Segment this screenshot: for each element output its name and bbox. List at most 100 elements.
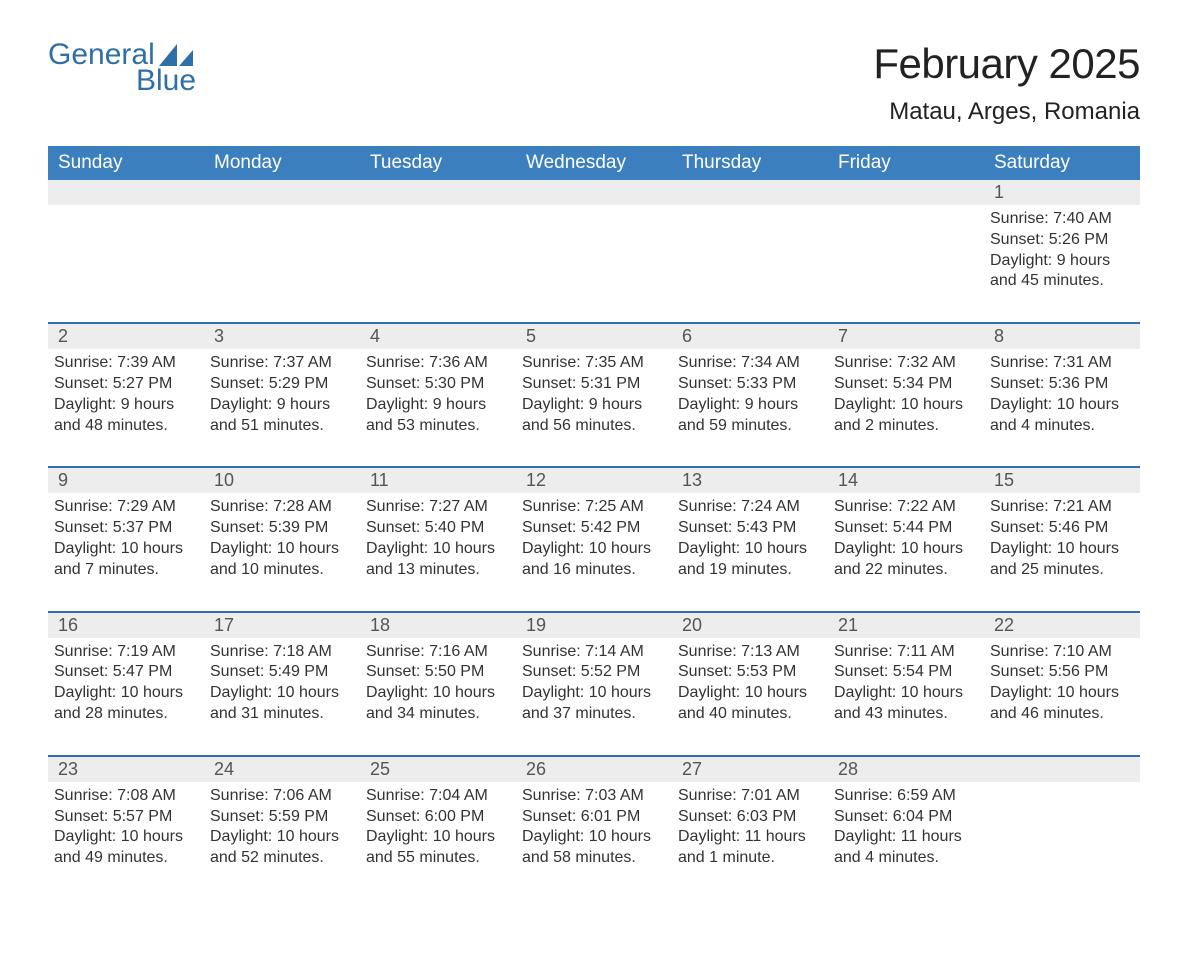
- day-cell: Sunrise: 7:10 AMSunset: 5:56 PMDaylight:…: [984, 638, 1140, 756]
- sunrise-text: Sunrise: 7:35 AM: [522, 353, 666, 374]
- calendar-table: SundayMondayTuesdayWednesdayThursdayFrid…: [48, 146, 1140, 899]
- day-info: Sunrise: 7:06 AMSunset: 5:59 PMDaylight:…: [210, 782, 354, 869]
- day-number: 15: [984, 467, 1140, 493]
- day-number: 4: [360, 323, 516, 349]
- day-cell: Sunrise: 7:40 AMSunset: 5:26 PMDaylight:…: [984, 205, 1140, 323]
- sunrise-text: Sunrise: 7:39 AM: [54, 353, 198, 374]
- day-cell: Sunrise: 7:14 AMSunset: 5:52 PMDaylight:…: [516, 638, 672, 756]
- day-number: 1: [984, 180, 1140, 205]
- day-cell: Sunrise: 7:24 AMSunset: 5:43 PMDaylight:…: [672, 493, 828, 611]
- day-cell: Sunrise: 7:27 AMSunset: 5:40 PMDaylight:…: [360, 493, 516, 611]
- daylight-text: Daylight: 9 hours and 53 minutes.: [366, 395, 510, 437]
- sunset-text: Sunset: 5:29 PM: [210, 374, 354, 395]
- sunset-text: Sunset: 5:43 PM: [678, 518, 822, 539]
- sunset-text: Sunset: 5:37 PM: [54, 518, 198, 539]
- day-number: 22: [984, 612, 1140, 638]
- day-number: 20: [672, 612, 828, 638]
- sunrise-text: Sunrise: 7:34 AM: [678, 353, 822, 374]
- day-cell: Sunrise: 7:37 AMSunset: 5:29 PMDaylight:…: [204, 349, 360, 467]
- sunset-text: Sunset: 5:34 PM: [834, 374, 978, 395]
- daylight-text: Daylight: 10 hours and 43 minutes.: [834, 683, 978, 725]
- sunset-text: Sunset: 5:30 PM: [366, 374, 510, 395]
- brand-logo: General Blue: [48, 40, 196, 96]
- day-cell: Sunrise: 7:21 AMSunset: 5:46 PMDaylight:…: [984, 493, 1140, 611]
- sunrise-text: Sunrise: 7:04 AM: [366, 786, 510, 807]
- day-number: 19: [516, 612, 672, 638]
- sunset-text: Sunset: 6:01 PM: [522, 807, 666, 828]
- daylight-text: Daylight: 10 hours and 19 minutes.: [678, 539, 822, 581]
- day-cell: Sunrise: 7:06 AMSunset: 5:59 PMDaylight:…: [204, 782, 360, 899]
- empty-day-number: [204, 180, 360, 205]
- sunrise-text: Sunrise: 7:13 AM: [678, 642, 822, 663]
- day-cell: Sunrise: 7:35 AMSunset: 5:31 PMDaylight:…: [516, 349, 672, 467]
- day-info: Sunrise: 7:28 AMSunset: 5:39 PMDaylight:…: [210, 493, 354, 580]
- day-cell: Sunrise: 7:39 AMSunset: 5:27 PMDaylight:…: [48, 349, 204, 467]
- day-info: Sunrise: 7:27 AMSunset: 5:40 PMDaylight:…: [366, 493, 510, 580]
- empty-day-cell: [672, 205, 828, 323]
- day-info: Sunrise: 7:18 AMSunset: 5:49 PMDaylight:…: [210, 638, 354, 725]
- sunrise-text: Sunrise: 7:40 AM: [990, 209, 1134, 230]
- day-number: 26: [516, 756, 672, 782]
- day-number-row: 2345678: [48, 323, 1140, 349]
- sunrise-text: Sunrise: 7:19 AM: [54, 642, 198, 663]
- day-number: 23: [48, 756, 204, 782]
- sunset-text: Sunset: 5:44 PM: [834, 518, 978, 539]
- weekday-header-row: SundayMondayTuesdayWednesdayThursdayFrid…: [48, 146, 1140, 180]
- title-block: February 2025 Matau, Arges, Romania: [873, 40, 1140, 126]
- weekday-header: Monday: [204, 146, 360, 180]
- day-cell: Sunrise: 7:31 AMSunset: 5:36 PMDaylight:…: [984, 349, 1140, 467]
- sunrise-text: Sunrise: 7:27 AM: [366, 497, 510, 518]
- sunset-text: Sunset: 6:03 PM: [678, 807, 822, 828]
- sunrise-text: Sunrise: 7:28 AM: [210, 497, 354, 518]
- day-number: 2: [48, 323, 204, 349]
- calendar-page: General Blue February 2025 Matau, Arges,…: [0, 0, 1188, 959]
- weekday-header: Friday: [828, 146, 984, 180]
- day-number-row: 1: [48, 180, 1140, 205]
- daylight-text: Daylight: 10 hours and 22 minutes.: [834, 539, 978, 581]
- day-cell: Sunrise: 7:16 AMSunset: 5:50 PMDaylight:…: [360, 638, 516, 756]
- sunrise-text: Sunrise: 7:11 AM: [834, 642, 978, 663]
- location-subtitle: Matau, Arges, Romania: [873, 98, 1140, 126]
- daylight-text: Daylight: 10 hours and 2 minutes.: [834, 395, 978, 437]
- day-cell: Sunrise: 7:04 AMSunset: 6:00 PMDaylight:…: [360, 782, 516, 899]
- day-info: Sunrise: 6:59 AMSunset: 6:04 PMDaylight:…: [834, 782, 978, 869]
- sunset-text: Sunset: 5:59 PM: [210, 807, 354, 828]
- empty-day-number: [828, 180, 984, 205]
- day-number: 10: [204, 467, 360, 493]
- day-info-row: Sunrise: 7:40 AMSunset: 5:26 PMDaylight:…: [48, 205, 1140, 323]
- daylight-text: Daylight: 10 hours and 13 minutes.: [366, 539, 510, 581]
- day-number: 3: [204, 323, 360, 349]
- day-info: Sunrise: 7:40 AMSunset: 5:26 PMDaylight:…: [990, 205, 1134, 292]
- empty-day-cell: [516, 205, 672, 323]
- daylight-text: Daylight: 10 hours and 7 minutes.: [54, 539, 198, 581]
- sunset-text: Sunset: 5:42 PM: [522, 518, 666, 539]
- empty-day-number: [360, 180, 516, 205]
- daylight-text: Daylight: 11 hours and 1 minute.: [678, 827, 822, 869]
- day-info: Sunrise: 7:19 AMSunset: 5:47 PMDaylight:…: [54, 638, 198, 725]
- sunset-text: Sunset: 5:33 PM: [678, 374, 822, 395]
- day-info: Sunrise: 7:31 AMSunset: 5:36 PMDaylight:…: [990, 349, 1134, 436]
- daylight-text: Daylight: 10 hours and 10 minutes.: [210, 539, 354, 581]
- empty-day-number: [672, 180, 828, 205]
- day-info-row: Sunrise: 7:08 AMSunset: 5:57 PMDaylight:…: [48, 782, 1140, 899]
- calendar-thead: SundayMondayTuesdayWednesdayThursdayFrid…: [48, 146, 1140, 180]
- sunrise-text: Sunrise: 7:31 AM: [990, 353, 1134, 374]
- sunset-text: Sunset: 5:47 PM: [54, 662, 198, 683]
- day-info: Sunrise: 7:13 AMSunset: 5:53 PMDaylight:…: [678, 638, 822, 725]
- day-number: 8: [984, 323, 1140, 349]
- sunset-text: Sunset: 5:39 PM: [210, 518, 354, 539]
- daylight-text: Daylight: 10 hours and 49 minutes.: [54, 827, 198, 869]
- sunset-text: Sunset: 6:04 PM: [834, 807, 978, 828]
- day-info: Sunrise: 7:36 AMSunset: 5:30 PMDaylight:…: [366, 349, 510, 436]
- day-info-row: Sunrise: 7:39 AMSunset: 5:27 PMDaylight:…: [48, 349, 1140, 467]
- day-cell: Sunrise: 7:08 AMSunset: 5:57 PMDaylight:…: [48, 782, 204, 899]
- sunset-text: Sunset: 5:53 PM: [678, 662, 822, 683]
- sunrise-text: Sunrise: 7:06 AM: [210, 786, 354, 807]
- sunrise-text: Sunrise: 7:03 AM: [522, 786, 666, 807]
- empty-day-cell: [828, 205, 984, 323]
- day-cell: Sunrise: 7:29 AMSunset: 5:37 PMDaylight:…: [48, 493, 204, 611]
- day-info: Sunrise: 7:03 AMSunset: 6:01 PMDaylight:…: [522, 782, 666, 869]
- weekday-header: Saturday: [984, 146, 1140, 180]
- sunrise-text: Sunrise: 7:10 AM: [990, 642, 1134, 663]
- empty-day-cell: [360, 205, 516, 323]
